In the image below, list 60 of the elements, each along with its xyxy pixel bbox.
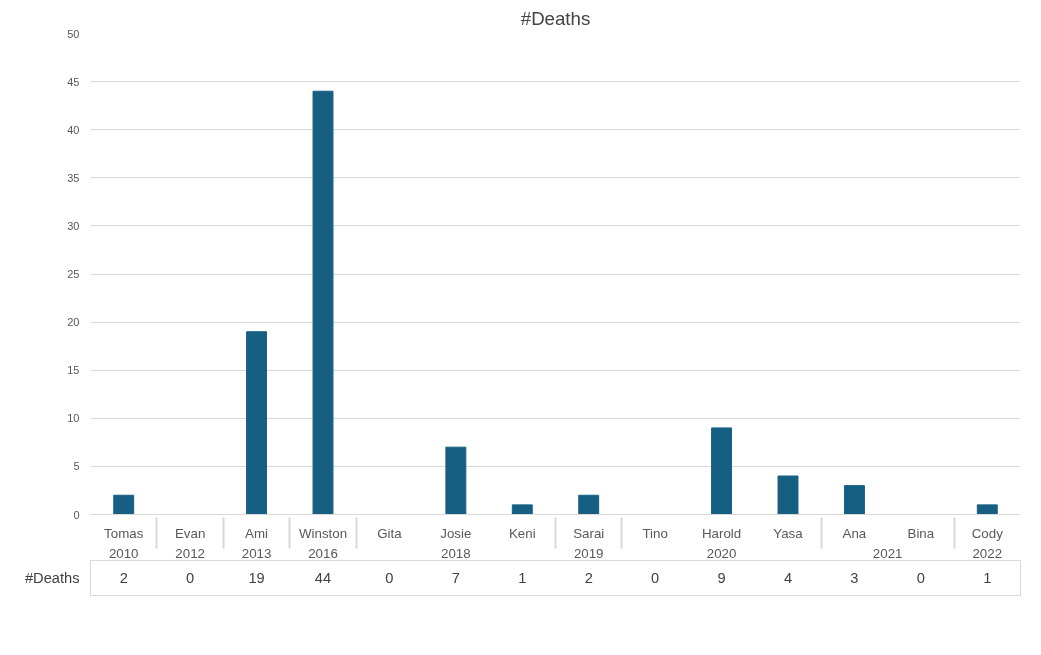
y-tick-label: 30 [67,219,80,232]
y-tick-label: 5 [73,460,80,473]
bar [976,504,998,515]
text: 2020 [706,545,737,561]
y-tick-label: 10 [67,412,80,425]
data-label: 0 [385,570,394,586]
y-tick-label: 20 [67,316,80,329]
data-label: 44 [314,570,332,586]
x-tick-label: Harold [701,525,742,541]
text: 2018 [441,545,471,561]
bar [312,90,334,515]
y-tick-label: 35 [67,171,80,184]
bar [578,494,600,515]
bar [246,331,268,515]
bar [777,475,799,515]
text: 2019 [573,545,604,561]
x-tick-label: Tino [642,525,668,541]
data-label: 4 [783,570,793,586]
chart-title: #Deaths [520,7,591,29]
x-tick-label: Keni [508,525,536,541]
bar [445,446,467,515]
data-label: 0 [916,570,925,586]
data-label: 1 [518,570,527,586]
x-tick-label: Tomas [104,525,144,541]
data-label: 7 [451,570,460,586]
y-tick-label: 15 [67,364,80,377]
text: 2016 [308,545,338,561]
x-tick-label: Evan [174,525,206,541]
text: 2013 [241,545,272,561]
text: 2022 [972,545,1003,561]
x-tick-label: Josie [440,525,472,541]
y-tick-label: 25 [67,268,80,280]
data-label: 2 [119,570,128,586]
y-tick-label: 0 [73,508,80,521]
x-tick-label: Ana [842,525,867,541]
bar [113,494,135,515]
x-tick-label: Bina [907,525,935,541]
x-tick-label: Sarai [573,525,605,541]
x-tick-label: Cody [971,525,1004,541]
data-label: 0 [651,570,660,586]
x-tick-label: Winston [298,525,348,541]
text: 2012 [175,545,205,561]
data-label: 19 [248,570,265,586]
x-tick-label: Gita [377,525,403,541]
data-label: 3 [850,570,859,586]
y-tick-label: 50 [67,27,80,40]
data-label: 0 [186,570,195,586]
text: #Deaths [24,570,80,586]
bar [711,427,733,515]
data-label: 9 [717,570,726,586]
y-tick-label: 40 [67,123,80,136]
bar [511,504,533,515]
text: 2010 [108,545,139,561]
data-label: 2 [584,570,593,586]
x-tick-label: Yasa [773,525,804,541]
y-tick-label: 45 [67,75,80,88]
data-label: 1 [983,570,992,586]
x-tick-label: Ami [245,525,269,541]
bar [843,485,865,515]
text: 2021 [872,545,903,561]
